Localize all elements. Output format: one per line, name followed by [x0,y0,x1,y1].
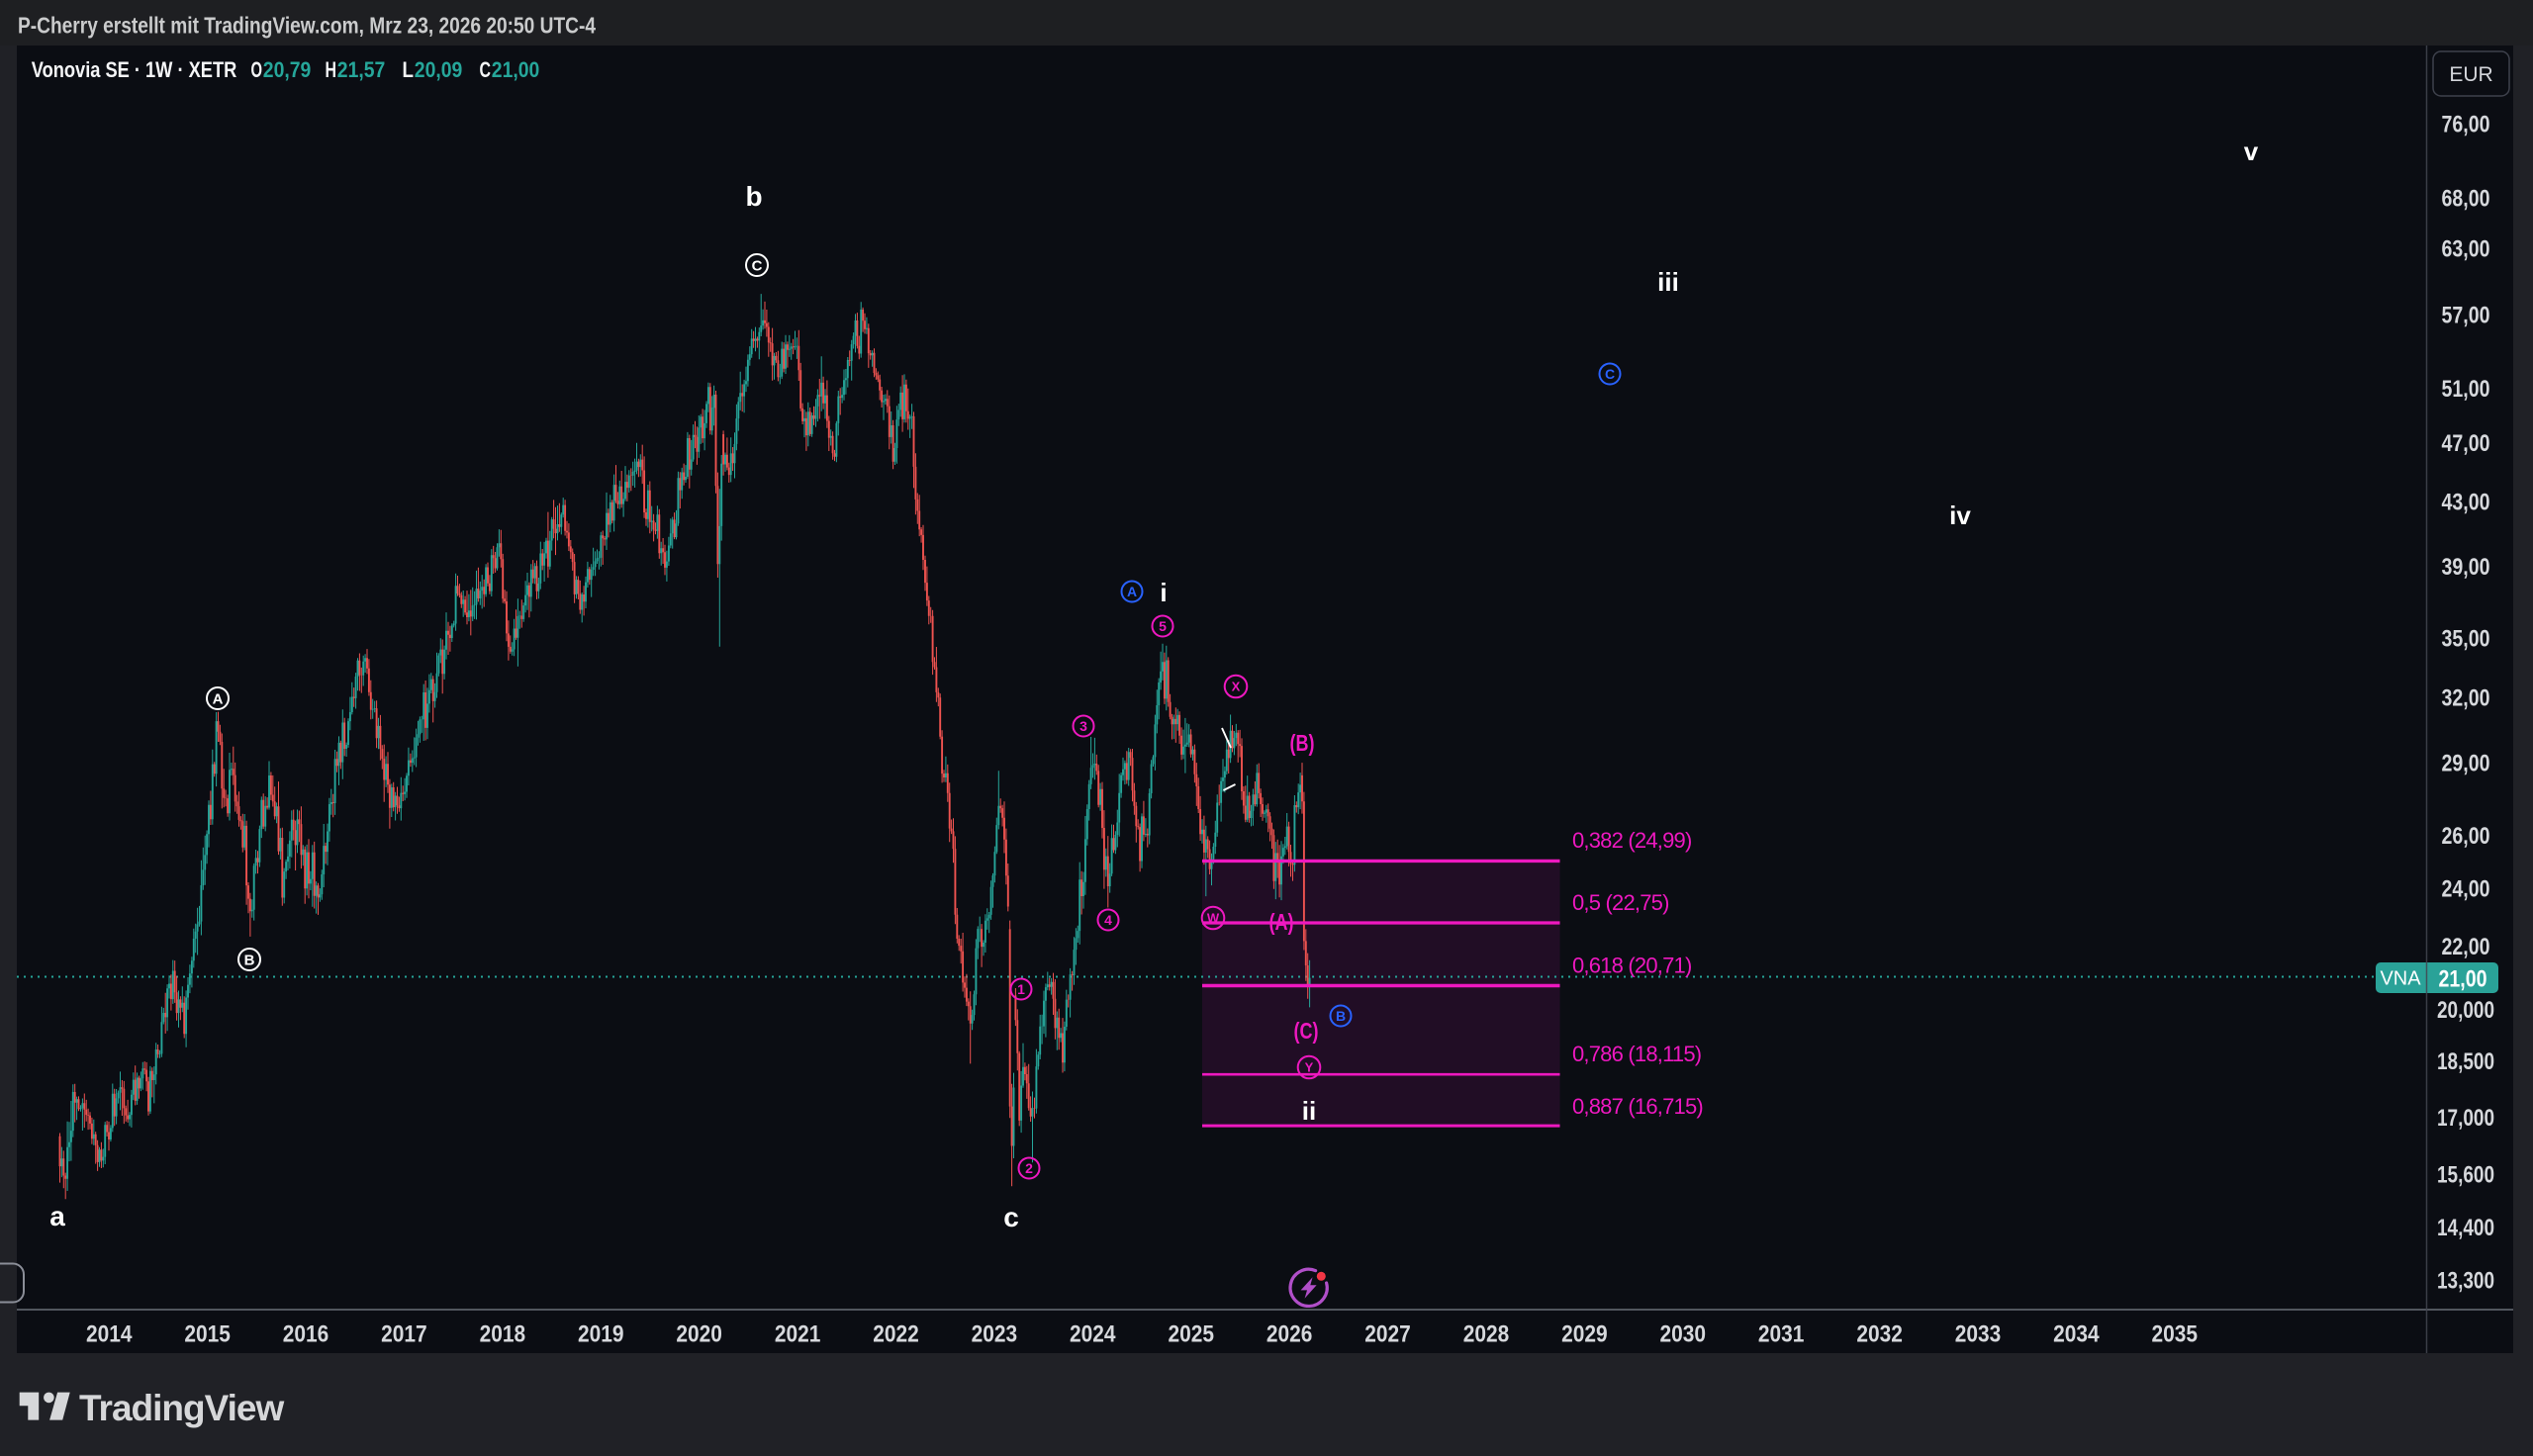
svg-text:68,00: 68,00 [2442,185,2490,212]
svg-text:2025: 2025 [1168,1321,1214,1348]
svg-text:2026: 2026 [1266,1321,1313,1348]
svg-text:i: i [1160,578,1167,607]
svg-text:32,00: 32,00 [2442,685,2490,712]
svg-text:22,00: 22,00 [2442,934,2490,960]
svg-text:35,00: 35,00 [2442,626,2490,653]
svg-text:c: c [1003,1202,1019,1232]
svg-text:2031: 2031 [1758,1321,1805,1348]
svg-text:C: C [480,57,492,82]
svg-text:24,00: 24,00 [2442,876,2490,903]
svg-text:iii: iii [1657,267,1679,297]
svg-text:4: 4 [1104,912,1112,928]
svg-text:17,000: 17,000 [2437,1105,2494,1132]
svg-text:63,00: 63,00 [2442,236,2490,263]
svg-text:51,00: 51,00 [2442,376,2490,403]
svg-text:2033: 2033 [1955,1321,2002,1348]
svg-text:2032: 2032 [1856,1321,1903,1348]
svg-text:2028: 2028 [1463,1321,1510,1348]
svg-text:43,00: 43,00 [2442,490,2490,516]
svg-text:EUR: EUR [2449,63,2492,86]
svg-text:21,00: 21,00 [492,57,540,82]
svg-text:0,5 (22,75): 0,5 (22,75) [1572,890,1669,915]
svg-text:Y: Y [1305,1060,1314,1075]
svg-text:(B): (B) [1290,730,1315,756]
svg-text:2016: 2016 [283,1321,329,1348]
svg-text:2: 2 [1025,1160,1033,1176]
svg-text:21,57: 21,57 [337,57,386,82]
svg-text:21,00: 21,00 [2439,966,2487,993]
svg-text:TradingView: TradingView [79,1388,284,1428]
svg-text:C: C [1605,366,1615,382]
svg-text:14,400: 14,400 [2437,1215,2494,1241]
svg-text:A: A [1127,584,1137,599]
svg-text:57,00: 57,00 [2442,303,2490,329]
svg-text:2034: 2034 [2053,1321,2100,1348]
svg-text:1: 1 [1017,981,1025,997]
svg-text:O: O [251,57,263,82]
svg-text:0,382 (24,99): 0,382 (24,99) [1572,828,1691,853]
svg-text:20,79: 20,79 [263,57,312,82]
svg-text:20,09: 20,09 [415,57,463,82]
svg-text:(C): (C) [1294,1018,1319,1044]
svg-text:P-Cherry erstellt mit TradingV: P-Cherry erstellt mit TradingView.com, M… [18,13,596,39]
svg-text:2018: 2018 [480,1321,526,1348]
svg-text:2022: 2022 [873,1321,919,1348]
svg-text:0,786 (18,115): 0,786 (18,115) [1572,1042,1701,1066]
svg-text:B: B [244,952,255,968]
svg-text:3: 3 [1079,718,1087,734]
svg-text:2029: 2029 [1561,1321,1608,1348]
svg-text:iv: iv [1949,500,1971,530]
svg-text:a: a [49,1201,65,1231]
svg-text:A: A [213,690,224,707]
svg-text:76,00: 76,00 [2442,112,2490,138]
svg-text:2014: 2014 [86,1321,133,1348]
svg-text:18,500: 18,500 [2437,1048,2494,1075]
svg-text:2015: 2015 [184,1321,231,1348]
svg-text:2020: 2020 [676,1321,722,1348]
svg-text:Vonovia SE · 1W · XETR: Vonovia SE · 1W · XETR [32,57,237,82]
svg-text:b: b [745,181,762,212]
svg-text:5: 5 [1159,618,1167,634]
svg-text:2027: 2027 [1364,1321,1411,1348]
svg-text:VNA: VNA [2380,968,2421,990]
svg-text:C: C [752,257,763,274]
svg-text:26,00: 26,00 [2442,823,2490,850]
svg-text:v: v [2244,136,2259,166]
svg-text:2024: 2024 [1070,1321,1116,1348]
svg-text:29,00: 29,00 [2442,751,2490,777]
svg-text:X: X [1232,680,1241,694]
svg-text:0,887 (16,715): 0,887 (16,715) [1572,1094,1703,1119]
svg-text:47,00: 47,00 [2442,430,2490,457]
svg-text:B: B [1336,1008,1346,1024]
svg-text:2019: 2019 [578,1321,624,1348]
svg-text:L: L [403,57,415,82]
svg-text:15,600: 15,600 [2437,1161,2494,1188]
svg-text:2035: 2035 [2152,1321,2199,1348]
svg-text:0,618 (20,71): 0,618 (20,71) [1572,954,1691,978]
svg-text:20,000: 20,000 [2437,997,2494,1024]
svg-text:13,300: 13,300 [2437,1267,2494,1294]
svg-text:2023: 2023 [972,1321,1018,1348]
svg-text:ii: ii [1302,1096,1316,1126]
svg-text:2021: 2021 [775,1321,821,1348]
svg-text:2030: 2030 [1660,1321,1707,1348]
svg-text:2017: 2017 [381,1321,427,1348]
svg-text:39,00: 39,00 [2442,554,2490,581]
svg-text:W: W [1207,911,1220,926]
svg-text:(A): (A) [1269,909,1294,935]
svg-text:H: H [326,57,337,82]
